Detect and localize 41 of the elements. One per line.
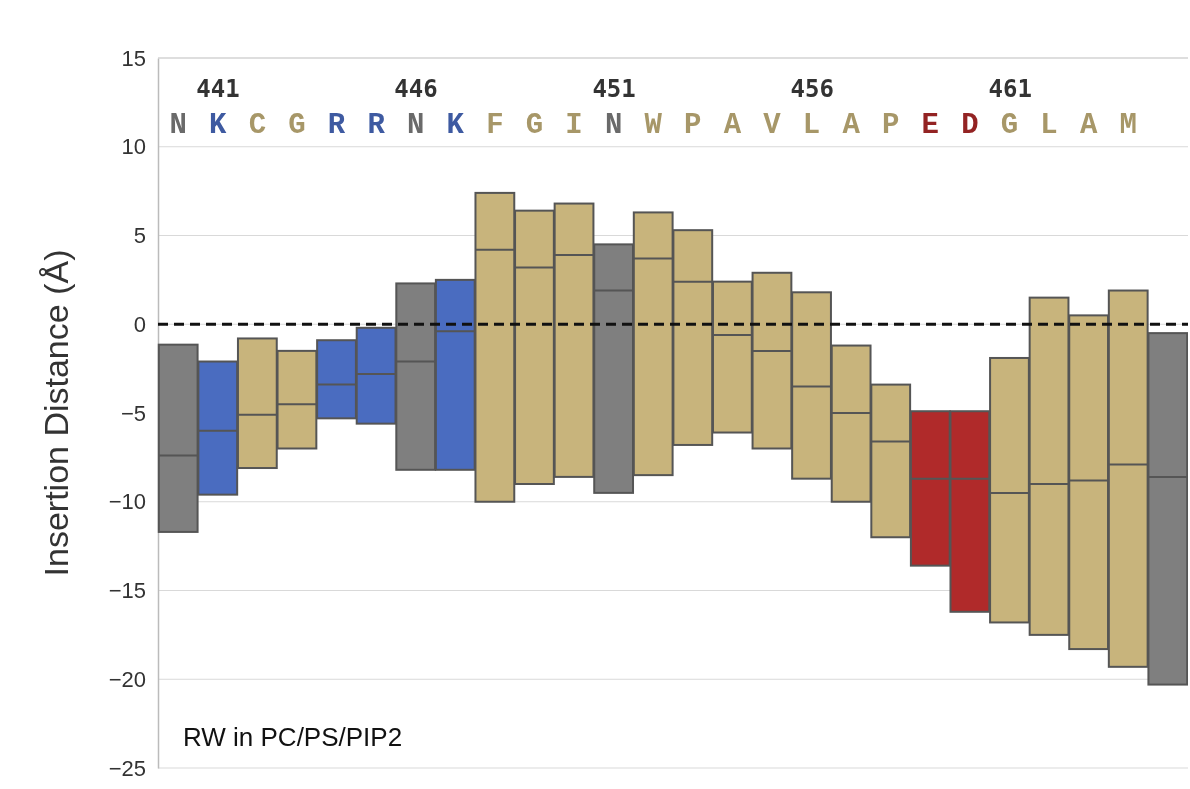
x-tick-label: G (1000, 109, 1019, 142)
x-tick-label: A (723, 109, 742, 142)
annotation: RW in PC/PS/PIP2 (183, 722, 403, 752)
x-tick-label: R (367, 109, 386, 142)
y-tick-label: 0 (133, 311, 146, 337)
x-tick-label: K (446, 109, 465, 142)
x-tick-label: I (565, 109, 583, 142)
x-tick-label: C (248, 109, 267, 142)
y-tick-label: −10 (108, 489, 146, 515)
x-tick-label: R (327, 109, 346, 142)
y-axis-title: Insertion Distance (Å) (37, 249, 75, 577)
x-tick-label: P (882, 109, 900, 142)
y-tick-label: 15 (121, 45, 146, 71)
y-tick-label: −20 (108, 666, 146, 692)
x-tick-label: L (802, 109, 821, 142)
x-tick-label: V (763, 109, 782, 142)
y-tick-label: 10 (121, 134, 146, 160)
x2-tick-label: 441 (196, 75, 240, 103)
x-tick-label: G (288, 109, 306, 142)
x2-tick-label: 456 (790, 75, 834, 103)
x-tick-label: P (684, 109, 702, 142)
x2-tick-label: 446 (394, 75, 438, 103)
y-tick-label: 5 (133, 223, 146, 249)
x-tick-label: A (1079, 109, 1098, 142)
y-tick-label: −5 (120, 400, 146, 426)
x-tick-label: E (921, 109, 940, 142)
x2-tick-label: 461 (988, 75, 1032, 103)
x-tick-label: N (169, 109, 187, 142)
x-tick-label: L (1040, 109, 1058, 142)
x-tick-label: D (961, 109, 979, 142)
x-tick-label: N (406, 109, 425, 142)
x-tick-label: A (842, 109, 861, 142)
x-tick-label: F (486, 109, 504, 142)
x-tick-label: N (604, 109, 623, 142)
x-tick-label: G (525, 109, 544, 142)
x-tick-label: K (209, 109, 228, 142)
y-tick-label: −15 (108, 578, 146, 604)
x-tick-label: M (1119, 109, 1137, 142)
x-tick-label: W (644, 109, 663, 142)
y-tick-label: −25 (108, 755, 146, 781)
x2-tick-label: 451 (592, 75, 636, 103)
